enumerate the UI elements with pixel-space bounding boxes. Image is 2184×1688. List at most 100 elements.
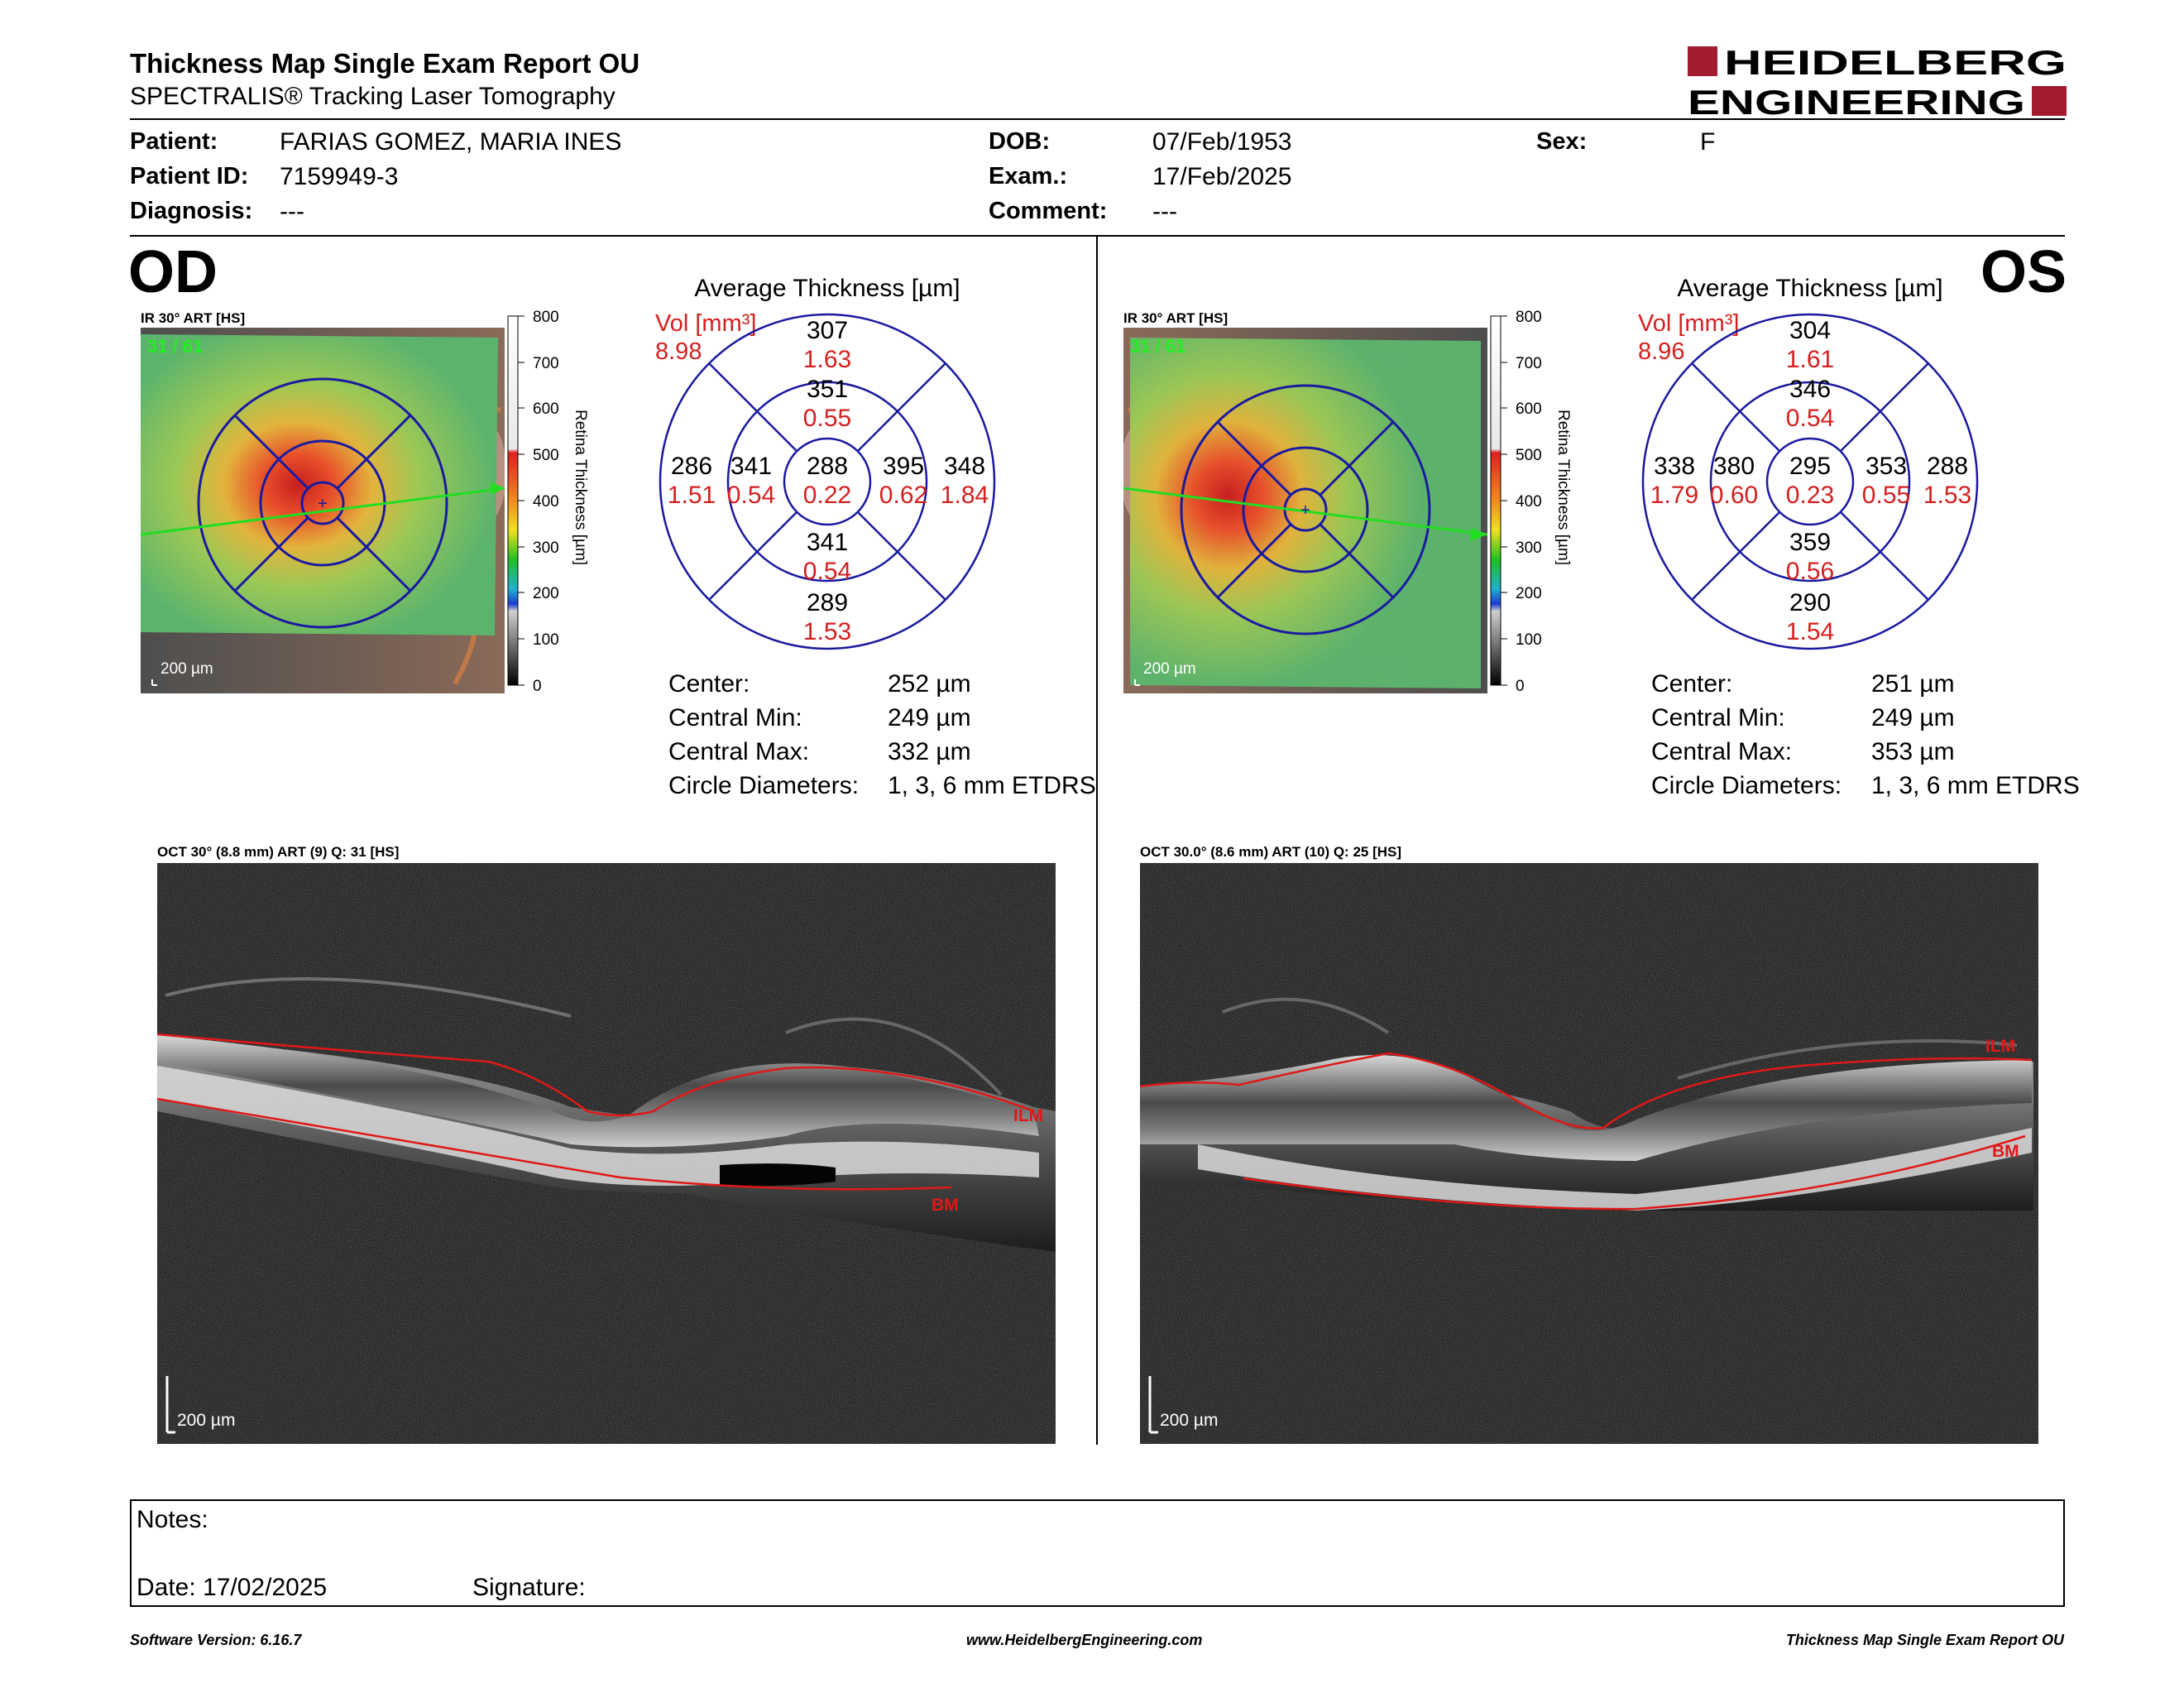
diagnosis-value: --- (280, 198, 304, 225)
sex-value: F (1700, 128, 1716, 156)
os-inner-inf-volume: 0.56 (1786, 558, 1834, 585)
od-cb-tick-200: 200 (533, 585, 559, 602)
od-inner-right-thickness: 395 (883, 453, 924, 480)
os-center-volume: 0.23 (1786, 482, 1834, 509)
od-cb-tick-500: 500 (533, 447, 559, 464)
os-inner-right-volume: 0.55 (1862, 482, 1910, 509)
header-divider (130, 118, 2065, 120)
notes-date: Date: 17/02/2025 (136, 1574, 328, 1601)
od-outer-sup-volume: 1.63 (803, 346, 851, 373)
od-central-max-label: Central Max: (668, 738, 810, 765)
od-center-label: Center: (668, 670, 750, 698)
od-etdrs-grid: Average Thickness [µm] Vol [mm³] 8.98 30… (650, 265, 1014, 654)
os-center-label: Center: (1651, 670, 1733, 698)
od-cb-tick-700: 700 (533, 355, 559, 372)
od-thickness-map: + 31 / 61 200 µm (140, 328, 506, 693)
patient-name: FARIAS GOMEZ, MARIA INES (280, 128, 622, 156)
sex-label: Sex: (1536, 128, 1588, 155)
od-vol-label: Vol [mm³] (655, 310, 756, 337)
comment-value: --- (1152, 198, 1177, 225)
os-central-min-value: 249 µm (1871, 704, 1955, 731)
od-oct-bscan: ILM BM 200 µm (156, 863, 1056, 1444)
os-circle-diam-label: Circle Diameters: (1651, 772, 1842, 799)
os-cb-tick-700: 700 (1516, 355, 1542, 372)
od-central-min-value: 249 µm (888, 704, 971, 731)
svg-text:+: + (318, 495, 328, 513)
od-ir-scale-label: 200 µm (160, 660, 213, 678)
os-eye-label: OS (1980, 239, 2067, 305)
od-colorbar: 800 700 600 500 400 300 200 100 0 Retina… (506, 306, 589, 695)
patient-id-label: Patient ID: (130, 163, 249, 189)
od-inner-sup-thickness: 351 (807, 376, 848, 403)
notes-signature-label: Signature: (472, 1574, 586, 1601)
os-vol-label: Vol [mm³] (1638, 310, 1739, 337)
os-outer-left-thickness: 338 (1654, 453, 1695, 480)
od-oct-scale-label: 200 µm (177, 1411, 235, 1430)
footer-software-version: Software Version: 6.16.7 (130, 1632, 302, 1648)
od-central-max-value: 332 µm (888, 738, 971, 765)
report-subtitle: SPECTRALIS® Tracking Laser Tomography (130, 83, 615, 110)
comment-label: Comment: (989, 198, 1108, 224)
os-inner-sup-volume: 0.54 (1786, 405, 1834, 432)
dob-label: DOB: (989, 128, 1051, 155)
od-center-volume: 0.22 (803, 482, 851, 509)
dob-value: 07/Feb/1953 (1152, 128, 1292, 156)
od-ir-counter: 31 / 61 (147, 336, 203, 357)
heidelberg-logo: HEIDELBERG ENGINEERING (1688, 43, 2068, 122)
notes-box[interactable]: Notes: Date: 17/02/2025 Signature: (130, 1499, 2065, 1607)
od-outer-left-thickness: 286 (671, 453, 712, 480)
notes-label: Notes: (136, 1506, 208, 1533)
od-vol-total: 8.98 (655, 338, 702, 365)
od-center-value: 252 µm (888, 670, 971, 698)
od-oct-label: OCT 30° (8.8 mm) ART (9) Q: 31 [HS] (157, 844, 400, 860)
od-cb-tick-300: 300 (533, 539, 559, 557)
os-cb-tick-600: 600 (1516, 400, 1542, 418)
od-cb-tick-0: 0 (533, 678, 542, 695)
os-colorbar-title: Retina Thickness [µm] (1554, 410, 1572, 565)
od-outer-inf-thickness: 289 (807, 589, 848, 616)
os-cb-tick-300: 300 (1516, 539, 1542, 557)
od-inner-inf-volume: 0.54 (803, 558, 851, 585)
os-outer-right-volume: 1.53 (1923, 482, 1971, 509)
svg-text:+: + (1300, 501, 1310, 520)
od-outer-right-volume: 1.84 (941, 482, 989, 509)
od-circle-diam-label: Circle Diameters: (668, 772, 860, 799)
od-inner-inf-thickness: 341 (807, 529, 848, 556)
diagnosis-label: Diagnosis: (130, 198, 253, 224)
os-inner-left-volume: 0.60 (1710, 482, 1758, 509)
exam-label: Exam.: (989, 163, 1068, 189)
od-outer-inf-volume: 1.53 (803, 618, 851, 645)
od-circle-diam-value: 1, 3, 6 mm ETDRS (888, 772, 1096, 799)
od-center-thickness: 288 (807, 453, 848, 480)
od-ilm-label: ILM (1013, 1106, 1043, 1125)
od-inner-right-volume: 0.62 (879, 482, 927, 509)
os-cb-tick-100: 100 (1516, 631, 1542, 649)
os-cb-tick-500: 500 (1516, 447, 1542, 464)
od-inner-left-thickness: 341 (730, 453, 772, 480)
os-oct-label: OCT 30.0° (8.6 mm) ART (10) Q: 25 [HS] (1140, 844, 1402, 860)
od-ir-label: IR 30° ART [HS] (141, 310, 246, 326)
exam-value: 17/Feb/2025 (1152, 163, 1292, 190)
os-etdrs-grid: Average Thickness [µm] Vol [mm³] 8.96 30… (1633, 265, 1997, 654)
footer-website[interactable]: www.HeidelbergEngineering.com (966, 1632, 1203, 1648)
os-oct-bscan: ILM BM 200 µm (1139, 863, 2038, 1444)
od-outer-left-volume: 1.51 (668, 482, 716, 509)
patient-id: 7159949-3 (280, 163, 399, 190)
os-cb-tick-800: 800 (1516, 309, 1542, 326)
od-cb-tick-100: 100 (533, 631, 559, 649)
os-central-max-label: Central Max: (1651, 738, 1793, 765)
os-oct-scale-label: 200 µm (1160, 1411, 1218, 1430)
os-avg-title: Average Thickness [µm] (1677, 275, 1942, 302)
os-inner-sup-thickness: 346 (1789, 376, 1831, 403)
os-vol-total: 8.96 (1638, 338, 1684, 365)
os-outer-sup-thickness: 304 (1789, 317, 1831, 344)
od-outer-right-thickness: 348 (944, 453, 985, 480)
os-cb-tick-400: 400 (1516, 493, 1542, 511)
od-avg-title: Average Thickness [µm] (694, 275, 960, 302)
logo-line1: HEIDELBERG (1724, 43, 2067, 82)
os-outer-sup-volume: 1.61 (1786, 346, 1834, 373)
od-eye-label: OD (128, 239, 218, 305)
od-inner-sup-volume: 0.55 (803, 405, 851, 432)
os-central-max-value: 353 µm (1871, 738, 1955, 765)
os-ir-label: IR 30° ART [HS] (1123, 310, 1228, 326)
